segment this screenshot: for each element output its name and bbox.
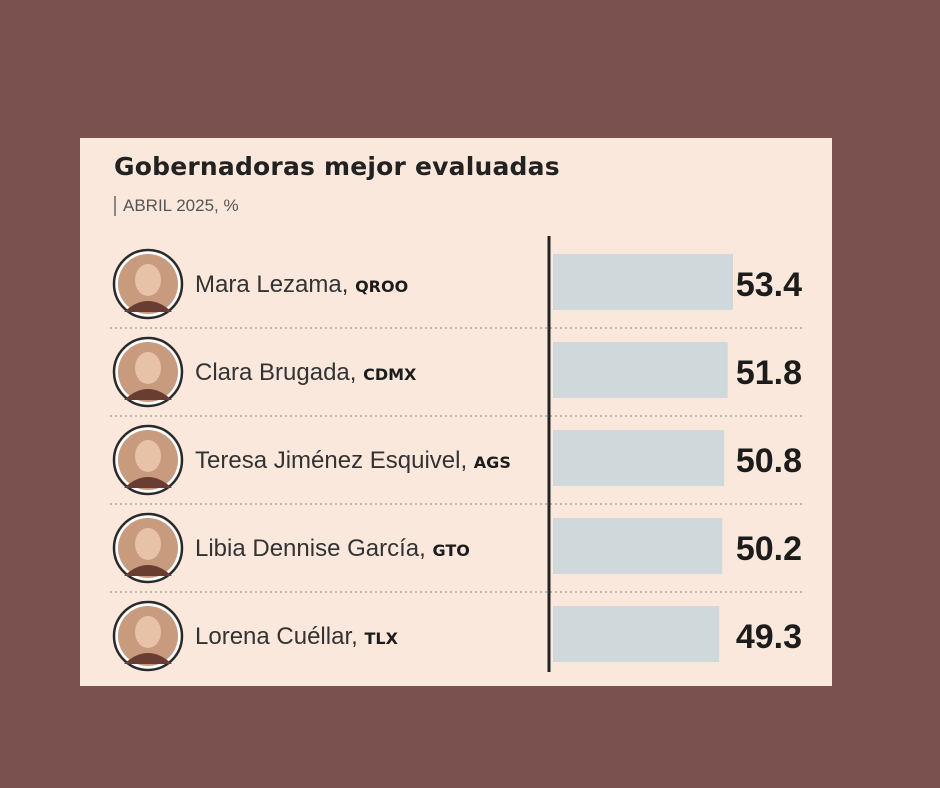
- value-label: 53.4: [736, 266, 802, 304]
- governor-name: Libia Dennise García, GTO: [195, 535, 470, 562]
- avatar-shoulders: [124, 301, 172, 312]
- value-label: 50.8: [736, 442, 802, 480]
- governor-name-text: Lorena Cuéllar,: [195, 623, 364, 650]
- state-abbrev: TLX: [364, 629, 398, 648]
- value-label: 51.8: [736, 354, 802, 392]
- bar-2: [553, 342, 728, 398]
- avatar-shoulders: [124, 477, 172, 488]
- chart-card: Gobernadoras mejor evaluadas ABRIL 2025,…: [80, 138, 832, 686]
- value-label: 50.2: [736, 530, 802, 568]
- chart-subtitle: ABRIL 2025, %: [114, 196, 239, 216]
- governor-name: Lorena Cuéllar, TLX: [195, 623, 399, 650]
- avatar-face: [135, 264, 161, 296]
- bar-3: [553, 430, 725, 486]
- governor-name: Teresa Jiménez Esquivel, AGS: [195, 447, 511, 474]
- governor-name-text: Mara Lezama,: [195, 271, 355, 298]
- state-abbrev: CDMX: [363, 365, 417, 384]
- governor-name-text: Teresa Jiménez Esquivel,: [195, 447, 474, 474]
- state-abbrev: GTO: [432, 541, 469, 560]
- avatar-face: [135, 528, 161, 560]
- state-abbrev: AGS: [474, 453, 511, 472]
- bar-1: [553, 254, 733, 310]
- value-label: 49.3: [736, 618, 802, 656]
- chart-title: Gobernadoras mejor evaluadas: [114, 152, 560, 181]
- bar-chart: Mara Lezama, QROO 53.4 Clara Brugada, CDMX…: [110, 236, 802, 672]
- avatar-shoulders: [124, 565, 172, 576]
- bar-4: [553, 518, 723, 574]
- avatar-face: [135, 440, 161, 472]
- governor-name: Mara Lezama, QROO: [195, 271, 408, 298]
- avatar-shoulders: [124, 389, 172, 400]
- state-abbrev: QROO: [355, 277, 408, 296]
- governor-name-text: Libia Dennise García,: [195, 535, 432, 562]
- governor-name: Clara Brugada, CDMX: [195, 359, 417, 386]
- avatar-face: [135, 616, 161, 648]
- avatar-face: [135, 352, 161, 384]
- avatar-shoulders: [124, 653, 172, 664]
- bar-5: [553, 606, 720, 662]
- governor-name-text: Clara Brugada,: [195, 359, 363, 386]
